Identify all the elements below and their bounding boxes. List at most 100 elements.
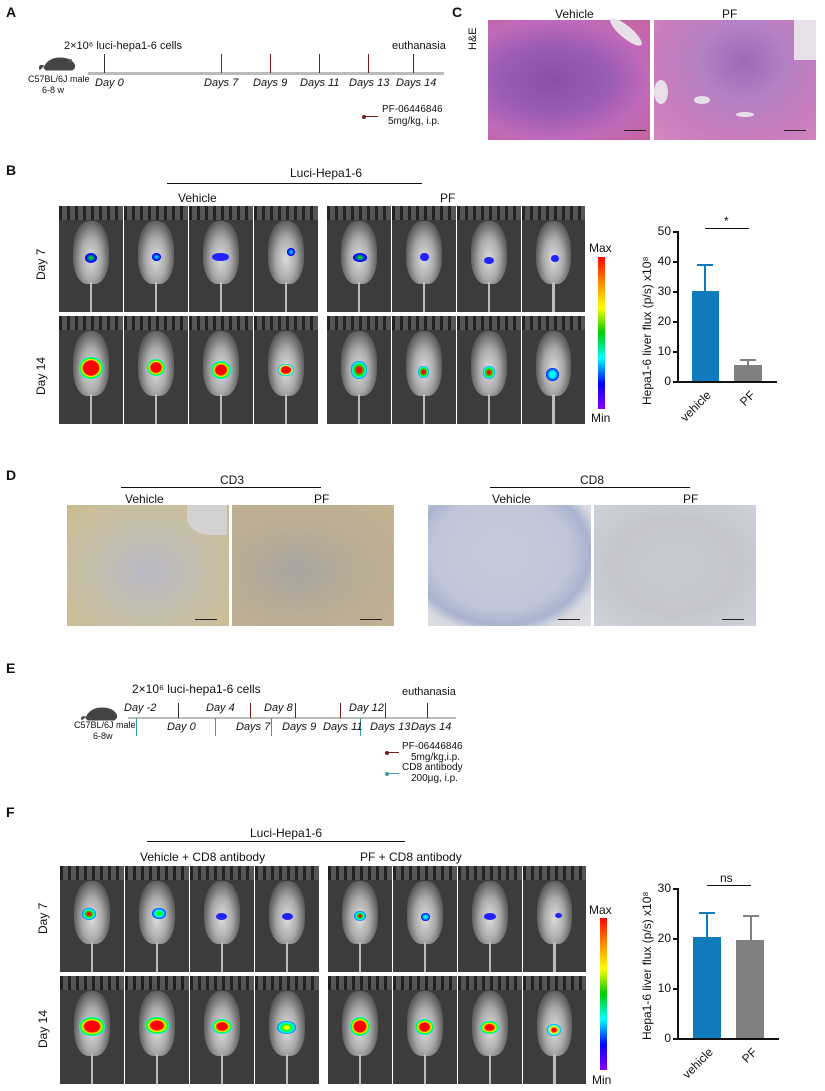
legend-dot — [362, 115, 366, 119]
bli-image — [189, 206, 254, 312]
panel-label-b: B — [6, 162, 17, 178]
cd3-pf-image — [232, 505, 394, 626]
colorbar-max: Max — [589, 241, 612, 255]
cd8-pf-label: PF — [683, 492, 699, 506]
significance-label: * — [724, 214, 729, 228]
bli-image — [457, 316, 522, 424]
bli-image — [458, 866, 523, 972]
mouse-age: 6-8 w — [42, 85, 65, 95]
cells-label: 2×10⁶ luci-hepa1-6 cells — [132, 682, 261, 696]
y-axis-label: Hepa1-6 liver flux (p/s) x10⁸ — [640, 891, 654, 1040]
group-title: Luci-Hepa1-6 — [250, 826, 323, 840]
row-label-day7: Day 7 — [36, 902, 50, 934]
day-label: Days 13 — [349, 77, 390, 89]
he-vehicle-label: Vehicle — [555, 7, 594, 21]
bli-image — [523, 976, 587, 1084]
bli-image — [60, 976, 125, 1084]
day-label: Days 14 — [396, 77, 437, 89]
bli-image — [522, 206, 586, 312]
bli-image — [190, 866, 255, 972]
row-label-day14: Day 14 — [36, 1009, 50, 1048]
bli-image — [392, 316, 457, 424]
treatment-tick — [221, 54, 222, 73]
cd3-line — [121, 487, 321, 488]
he-pf-label: PF — [722, 7, 738, 21]
timeline-axis — [128, 717, 456, 719]
colorbar — [600, 918, 607, 1070]
y-axis — [677, 888, 679, 1039]
significance-line — [707, 885, 751, 886]
bli-image — [393, 866, 458, 972]
bli-image — [124, 206, 189, 312]
bar-pf — [736, 940, 764, 1038]
bli-image — [189, 316, 254, 424]
bli-image — [458, 976, 523, 1084]
significance-line — [705, 228, 749, 229]
bar-vehicle — [692, 291, 719, 381]
bli-image — [393, 976, 458, 1084]
cd8-vehicle-image — [428, 505, 591, 626]
legend-dose: 5mg/kg, i.p. — [388, 116, 440, 127]
bar-pf — [734, 365, 762, 381]
he-vehicle-image — [488, 14, 650, 140]
treatment-tick — [319, 54, 320, 73]
colorbar-min: Min — [592, 1073, 612, 1087]
mouse-strain: C57BL/6J male — [74, 720, 136, 730]
vehicle-label: Vehicle — [178, 191, 217, 205]
cd8-line — [490, 487, 690, 488]
bli-image — [60, 866, 125, 972]
panel-label-a: A — [6, 4, 17, 20]
bli-image — [254, 206, 319, 312]
he-row-label: H&E — [467, 27, 479, 50]
row-label-day14: Day 14 — [34, 356, 48, 395]
pf-label: PF + CD8 antibody — [360, 850, 462, 864]
bli-image — [255, 976, 320, 1084]
day-label: Day 0 — [95, 77, 124, 89]
bli-image — [59, 206, 124, 312]
vehicle-label: Vehicle + CD8 antibody — [140, 850, 266, 864]
mouse-icon — [81, 707, 118, 721]
cells-label: 2×10⁶ luci-hepa1-6 cells — [64, 40, 182, 52]
day-label: Days 7 — [204, 77, 239, 89]
bli-image — [255, 866, 320, 972]
day-label: Days 9 — [253, 77, 288, 89]
bli-image — [327, 206, 392, 312]
significance-label: ns — [720, 871, 733, 885]
bli-image — [328, 866, 393, 972]
cd8-pf-image — [594, 505, 756, 626]
legend-drug: PF-06446846 — [382, 104, 443, 115]
mouse-strain: C57BL/6J male — [28, 74, 90, 84]
bli-image — [457, 206, 522, 312]
panel-label-c: C — [452, 4, 463, 20]
bar-vehicle — [693, 937, 721, 1038]
bli-image — [523, 866, 587, 972]
euthanasia-label: euthanasia — [392, 40, 446, 52]
euthanasia-tick — [413, 54, 414, 73]
x-axis — [677, 1038, 779, 1040]
bli-image — [522, 316, 586, 424]
bli-image — [392, 206, 457, 312]
treatment-tick — [368, 54, 369, 73]
he-pf-image — [654, 20, 816, 140]
panel-label-e: E — [6, 660, 16, 676]
cd8-vehicle-label: Vehicle — [492, 492, 531, 506]
bli-image — [328, 976, 393, 1084]
cd3-label: CD3 — [220, 473, 245, 487]
panel-label-f: F — [6, 804, 15, 820]
euthanasia-label: euthanasia — [402, 686, 456, 698]
cd8-label: CD8 — [580, 473, 605, 487]
panel-label-d: D — [6, 467, 17, 483]
treatment-tick — [270, 54, 271, 73]
group-line — [147, 841, 405, 842]
bli-image — [327, 316, 392, 424]
legend-line — [364, 116, 378, 117]
bli-image — [254, 316, 319, 424]
group-title: Luci-Hepa1-6 — [290, 166, 363, 180]
bli-image — [124, 316, 189, 424]
row-label-day7: Day 7 — [34, 248, 48, 280]
y-axis — [677, 231, 679, 382]
cd3-pf-label: PF — [314, 492, 330, 506]
mouse-icon — [39, 57, 76, 71]
day0-tick — [104, 54, 105, 73]
colorbar-min: Min — [591, 411, 611, 425]
